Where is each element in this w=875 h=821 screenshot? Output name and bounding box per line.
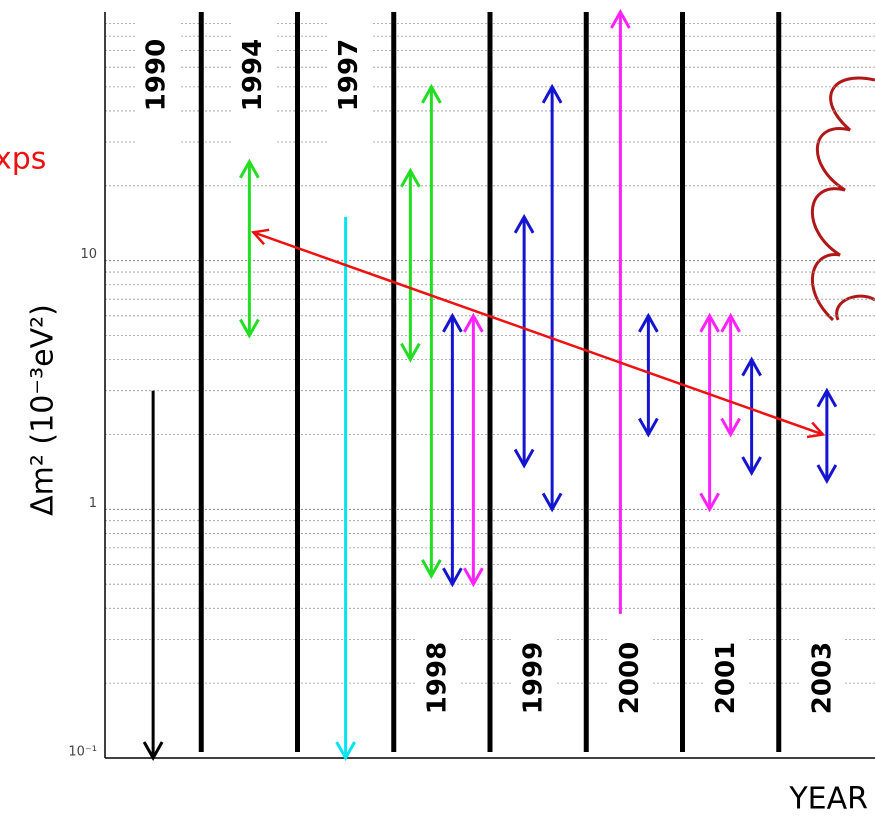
y-tick-label: 1: [89, 496, 97, 511]
category-label: 1998: [422, 642, 452, 714]
category-label: 2000: [615, 642, 645, 714]
category-label: 1997: [334, 39, 364, 111]
chart: xps Δm² (10⁻³eV²) YEAR 10⁻¹ 1 10 1990 1994 19…: [0, 0, 875, 821]
trend-arrow: [253, 232, 823, 434]
category-label: 1999: [519, 642, 549, 714]
side-text: xps: [0, 142, 46, 177]
y-tick-label: 10: [80, 247, 97, 262]
scribble: [812, 78, 875, 320]
y-tick-label: 10⁻¹: [68, 745, 97, 760]
y-axis-label: Δm² (10⁻³eV²): [26, 304, 61, 516]
category-label: 2001: [711, 642, 741, 714]
category-label: 1994: [238, 39, 268, 111]
category-label: 2003: [807, 642, 837, 714]
category-label: 1990: [142, 39, 172, 111]
x-axis-label: YEAR: [788, 782, 868, 817]
